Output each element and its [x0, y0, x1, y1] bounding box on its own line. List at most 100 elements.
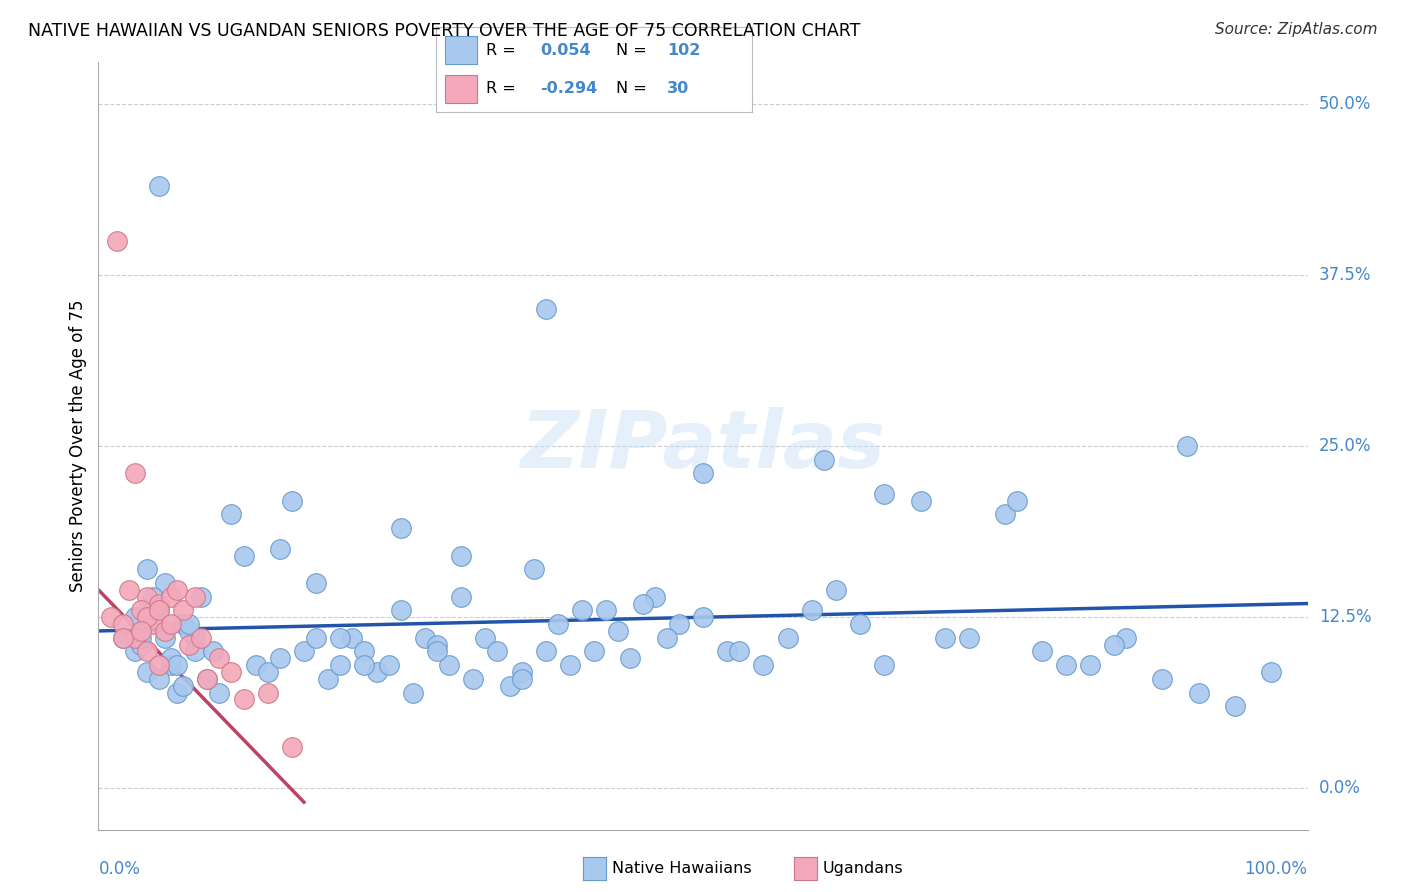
Point	[353, 644, 375, 658]
Point	[463, 672, 485, 686]
FancyBboxPatch shape	[446, 75, 477, 103]
Text: 0.0%: 0.0%	[98, 860, 141, 878]
Point	[148, 658, 170, 673]
Point	[305, 576, 328, 591]
Point	[450, 590, 472, 604]
Point	[208, 685, 231, 699]
Point	[111, 631, 134, 645]
Point	[135, 610, 157, 624]
Point	[111, 631, 134, 645]
Point	[474, 631, 496, 645]
Point	[668, 617, 690, 632]
Point	[957, 631, 980, 645]
Point	[644, 590, 666, 604]
Point	[437, 658, 460, 673]
Point	[129, 603, 152, 617]
Point	[510, 665, 533, 679]
Text: Ugandans: Ugandans	[823, 862, 903, 876]
Point	[1031, 644, 1053, 658]
Point	[160, 590, 183, 604]
Point	[153, 624, 176, 638]
Point	[534, 301, 557, 316]
Point	[172, 617, 194, 632]
Point	[105, 234, 128, 248]
Point	[813, 452, 835, 467]
Point	[486, 644, 509, 658]
Point	[129, 638, 152, 652]
Point	[1223, 699, 1246, 714]
Point	[873, 658, 896, 673]
Point	[166, 582, 188, 597]
Point	[426, 644, 449, 658]
Text: 25.0%: 25.0%	[1319, 437, 1371, 455]
Point	[179, 617, 201, 632]
Point	[135, 665, 157, 679]
Text: Native Hawaiians: Native Hawaiians	[612, 862, 751, 876]
Point	[190, 590, 212, 604]
Point	[142, 590, 165, 604]
Point	[160, 617, 183, 632]
Text: 100.0%: 100.0%	[1244, 860, 1308, 878]
Point	[256, 665, 278, 679]
Point	[221, 665, 243, 679]
Point	[172, 679, 194, 693]
Point	[329, 658, 352, 673]
Text: 0.054: 0.054	[540, 43, 591, 58]
Point	[450, 549, 472, 563]
Point	[148, 597, 170, 611]
Point	[148, 603, 170, 617]
Point	[124, 631, 146, 645]
Point	[160, 658, 183, 673]
Point	[752, 658, 775, 673]
Point	[595, 603, 617, 617]
Point	[849, 617, 872, 632]
Point	[994, 508, 1017, 522]
Point	[389, 521, 412, 535]
Point	[558, 658, 581, 673]
Point	[1115, 631, 1137, 645]
Point	[184, 644, 207, 658]
Point	[825, 582, 848, 597]
Point	[142, 617, 165, 632]
Point	[184, 631, 207, 645]
Point	[571, 603, 593, 617]
Point	[1175, 439, 1198, 453]
Point	[256, 685, 278, 699]
FancyBboxPatch shape	[446, 36, 477, 64]
Point	[135, 562, 157, 576]
Point	[179, 638, 201, 652]
Text: NATIVE HAWAIIAN VS UGANDAN SENIORS POVERTY OVER THE AGE OF 75 CORRELATION CHART: NATIVE HAWAIIAN VS UGANDAN SENIORS POVER…	[28, 22, 860, 40]
Point	[728, 644, 751, 658]
Point	[389, 603, 412, 617]
Text: 30: 30	[666, 80, 689, 95]
Point	[910, 493, 932, 508]
Point	[148, 178, 170, 193]
Point	[873, 487, 896, 501]
Point	[129, 624, 152, 638]
Point	[153, 631, 176, 645]
Point	[377, 658, 399, 673]
Point	[583, 644, 606, 658]
Point	[202, 644, 225, 658]
Point	[208, 651, 231, 665]
Point	[124, 644, 146, 658]
Point	[1102, 638, 1125, 652]
Point	[1188, 685, 1211, 699]
Point	[934, 631, 956, 645]
Point	[1007, 493, 1029, 508]
Point	[402, 685, 425, 699]
Point	[510, 672, 533, 686]
Point	[655, 631, 678, 645]
Point	[245, 658, 267, 673]
Point	[166, 685, 188, 699]
Point	[135, 590, 157, 604]
Text: ZIPatlas: ZIPatlas	[520, 407, 886, 485]
Point	[1054, 658, 1077, 673]
Point	[232, 549, 254, 563]
Point	[1078, 658, 1101, 673]
Point	[305, 631, 328, 645]
Point	[135, 644, 157, 658]
Text: N =: N =	[616, 43, 647, 58]
Point	[619, 651, 641, 665]
Text: 0.0%: 0.0%	[1319, 780, 1361, 797]
